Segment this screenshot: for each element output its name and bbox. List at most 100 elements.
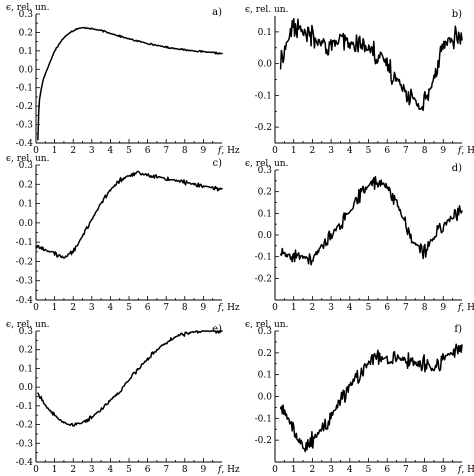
x-tick-label: 1 — [52, 303, 58, 313]
y-tick-label: -0.2 — [255, 123, 272, 133]
x-axis-title: f, Hz — [457, 303, 474, 313]
y-tick-label: 0.1 — [258, 371, 272, 381]
y-tick-label: 0.0 — [258, 60, 273, 70]
x-tick-label: 3 — [89, 465, 95, 475]
y-tick-label: 0.1 — [19, 364, 33, 374]
x-tick-label: 4 — [108, 465, 114, 475]
y-tick-label: -0.4 — [16, 296, 34, 306]
y-tick-label: 0.3 — [19, 327, 34, 337]
x-tick-label: 0 — [33, 146, 39, 156]
x-tick-label: 6 — [145, 146, 151, 156]
y-tick-label: 0.3 — [19, 10, 34, 20]
panel-label: c) — [212, 158, 222, 169]
chart-panel-e: -0.4 -0.3 -0.2 -0.1 0.0 0.1 0.2 0.3 0 1 2 3 4 5 6 7 8 9 f,… — [6, 320, 240, 475]
y-tick-label: -0.3 — [16, 121, 34, 131]
x-tick-label: 3 — [328, 465, 334, 475]
x-axis-title: f, Hz — [217, 465, 240, 475]
chart-panel-b: -0.2 -0.1 0.0 0.1 0 1 2 3 4 5 6 7 8 9 f, Hz ϵ, rel. un.… — [245, 5, 474, 156]
x-tick-label: 4 — [347, 303, 353, 313]
y-axis-title: ϵ, rel. un. — [6, 320, 50, 330]
x-tick-label: 2 — [70, 465, 76, 475]
x-tick-label: 9 — [440, 303, 446, 313]
y-tick-label: 0.2 — [258, 349, 272, 359]
y-tick-label: 0.1 — [258, 28, 272, 38]
x-tick-label: 4 — [108, 146, 114, 156]
y-axis-title: ϵ, rel. un. — [245, 5, 289, 15]
y-tick-label: -0.2 — [16, 102, 33, 112]
y-tick-label: -0.3 — [16, 277, 34, 287]
x-tick-label: 7 — [403, 146, 409, 156]
y-tick-label: -0.1 — [255, 253, 272, 263]
y-tick-label: 0.2 — [258, 188, 272, 198]
y-tick-label: 0.0 — [258, 393, 273, 403]
x-tick-label: 9 — [440, 465, 446, 475]
x-tick-label: 5 — [366, 303, 372, 313]
x-tick-label: 2 — [70, 146, 76, 156]
x-axis-title: f, Hz — [457, 146, 474, 156]
y-tick-label: -0.2 — [255, 436, 272, 446]
x-tick-label: 1 — [52, 465, 58, 475]
y-tick-label: 0.2 — [19, 28, 33, 38]
x-tick-label: 2 — [70, 303, 76, 313]
series-line — [37, 330, 223, 427]
x-tick-label: 3 — [328, 303, 334, 313]
x-axis-title: f, Hz — [457, 465, 474, 475]
y-axis-title: ϵ, rel. un. — [6, 3, 50, 13]
y-tick-label: 0.3 — [258, 327, 273, 337]
y-tick-label: 0.3 — [258, 166, 273, 176]
panel-label: f) — [454, 324, 462, 335]
x-tick-label: 9 — [201, 303, 207, 313]
series-line — [37, 26, 223, 141]
y-axis-title: ϵ, rel. un. — [245, 320, 289, 330]
x-tick-label: 4 — [347, 146, 353, 156]
x-tick-label: 5 — [126, 465, 132, 475]
y-tick-label: -0.1 — [16, 402, 33, 412]
x-tick-label: 0 — [272, 465, 278, 475]
y-tick-label: -0.3 — [16, 439, 34, 449]
x-tick-label: 8 — [422, 146, 428, 156]
x-tick-label: 1 — [291, 303, 297, 313]
x-tick-label: 0 — [272, 303, 278, 313]
y-tick-label: -0.1 — [255, 91, 272, 101]
panel-label: e) — [212, 324, 222, 335]
y-axis-title: ϵ, rel. un. — [6, 154, 50, 164]
x-axis-title: f, Hz — [217, 303, 240, 313]
y-tick-label: -0.1 — [16, 238, 33, 248]
x-tick-label: 5 — [366, 146, 372, 156]
x-tick-label: 8 — [182, 303, 188, 313]
x-tick-label: 3 — [89, 303, 95, 313]
y-tick-label: 0.0 — [19, 383, 34, 393]
y-tick-label: 0.1 — [258, 209, 272, 219]
y-tick-label: 0.0 — [19, 65, 34, 75]
series-line — [279, 175, 463, 266]
x-tick-label: 6 — [384, 303, 390, 313]
x-tick-label: 5 — [126, 146, 132, 156]
x-tick-label: 2 — [310, 465, 316, 475]
x-tick-label: 3 — [328, 146, 334, 156]
x-tick-label: 6 — [145, 465, 151, 475]
x-tick-label: 7 — [403, 303, 409, 313]
x-tick-label: 0 — [33, 303, 39, 313]
y-tick-label: 0.0 — [258, 231, 273, 241]
series-line — [279, 343, 463, 453]
y-tick-label: -0.2 — [16, 257, 33, 267]
y-tick-label: -0.1 — [255, 414, 272, 424]
y-tick-label: -0.1 — [16, 84, 33, 94]
x-tick-label: 6 — [384, 146, 390, 156]
x-tick-label: 0 — [33, 465, 39, 475]
panel-label: a) — [212, 7, 222, 18]
y-tick-label: -0.4 — [16, 139, 34, 149]
x-tick-label: 7 — [163, 146, 169, 156]
chart-panel-a: -0.4 -0.3 -0.2 -0.1 0.0 0.1 0.2 0.3 0 1 2 3 4 5 6 7 8 9 f,… — [6, 3, 240, 156]
series-line — [35, 170, 223, 259]
y-axis-title: ϵ, rel. un. — [245, 159, 289, 169]
x-tick-label: 9 — [201, 146, 207, 156]
chart-panel-d: -0.2 -0.1 0.0 0.1 0.2 0.3 0 1 2 3 4 5 6 7 8 9 f, Hz ϵ, re… — [245, 159, 474, 313]
series-line — [279, 18, 463, 112]
x-tick-label: 4 — [108, 303, 114, 313]
x-tick-label: 5 — [126, 303, 132, 313]
y-tick-label: 0.0 — [19, 219, 34, 229]
y-tick-label: 0.1 — [19, 47, 33, 57]
y-tick-label: 0.3 — [19, 161, 34, 171]
